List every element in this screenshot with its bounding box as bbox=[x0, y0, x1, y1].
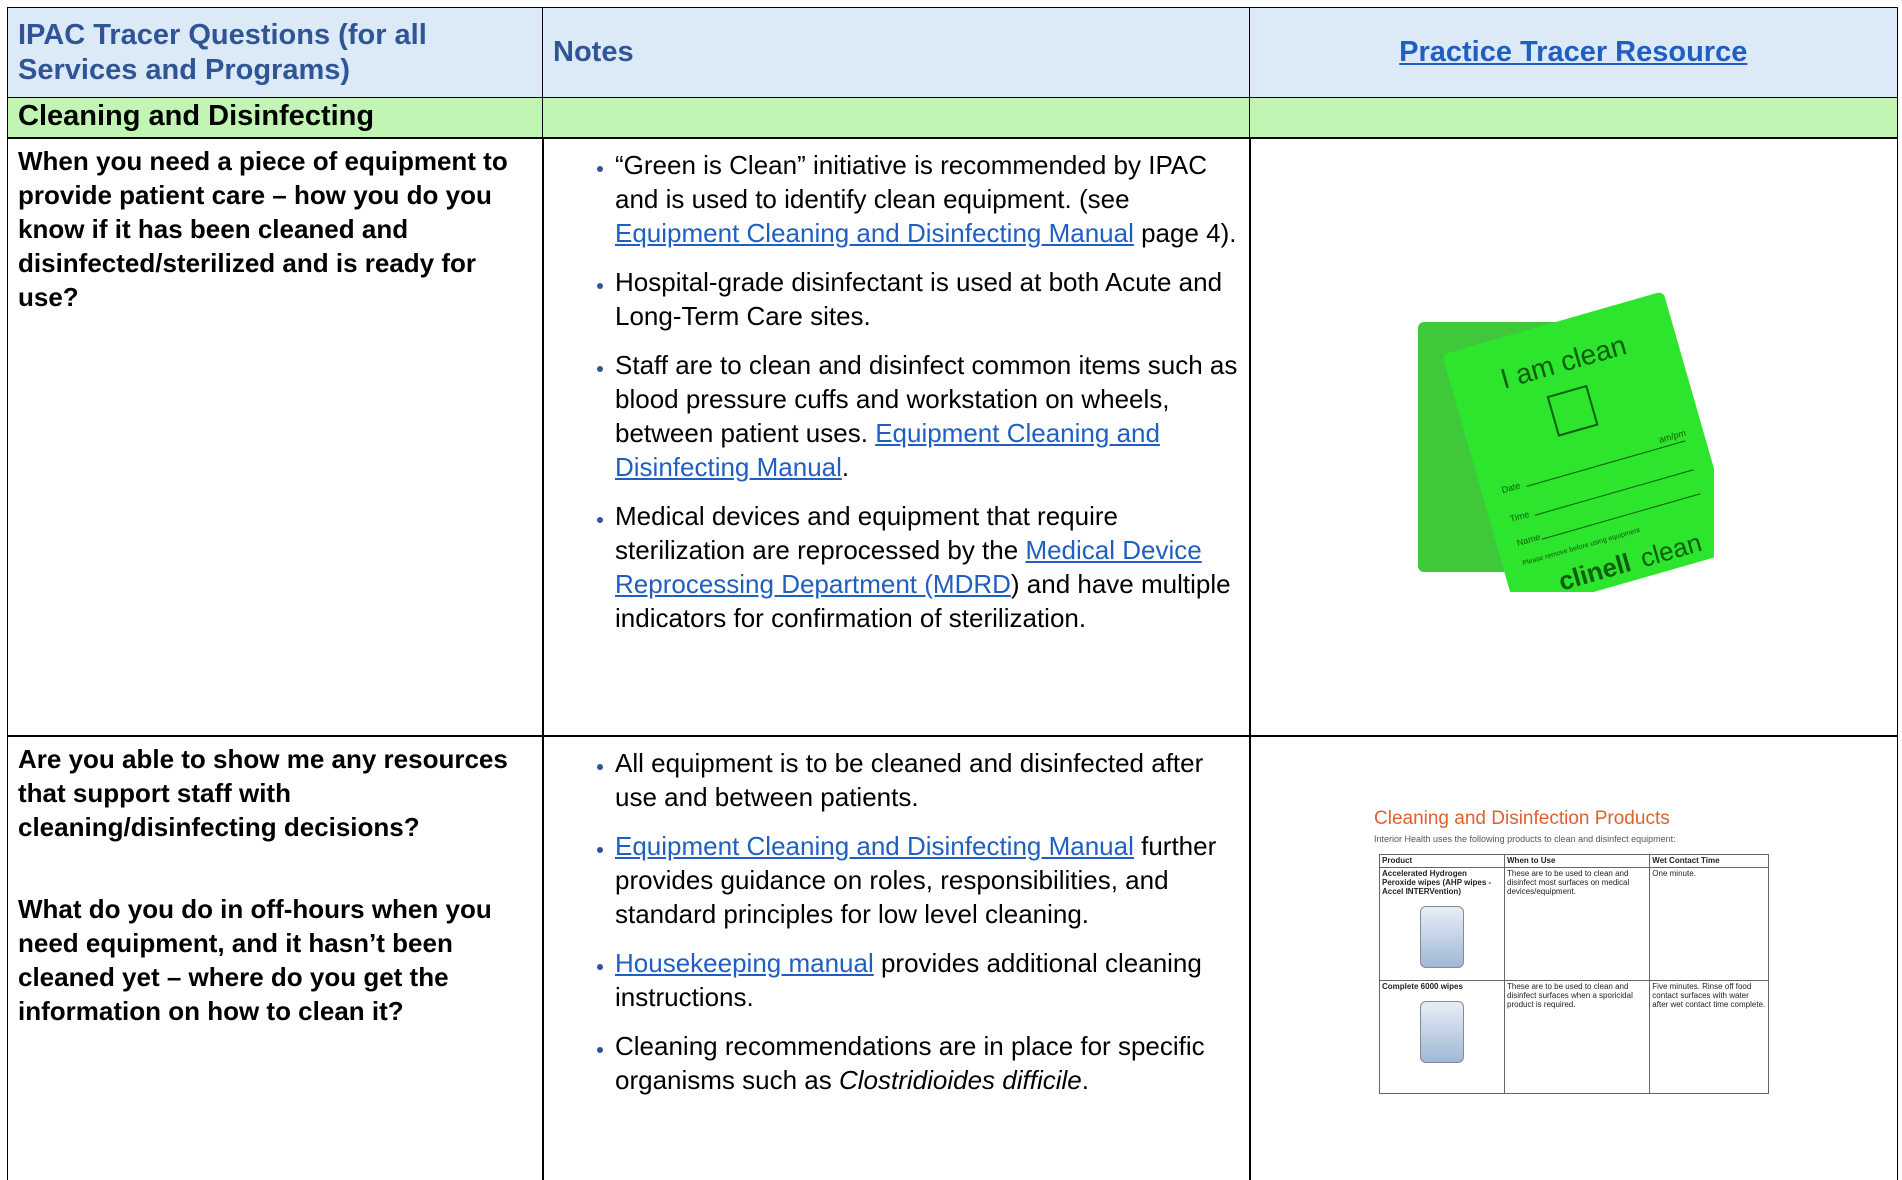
sheet-cell: These are to be used to clean and disinf… bbox=[1503, 867, 1651, 981]
note-item: Staff are to clean and disinfect common … bbox=[615, 348, 1240, 484]
sheet-row: Accelerated Hydrogen Peroxide wipes (AHP… bbox=[1379, 867, 1769, 981]
note-text: . bbox=[841, 452, 850, 482]
question: What do you do in off-hours when you nee… bbox=[18, 894, 492, 1026]
note-item: All equipment is to be cleaned and disin… bbox=[615, 746, 1240, 814]
sheet-row: Product When to Use Wet Contact Time bbox=[1379, 854, 1769, 868]
note-text: provides additional cleaning instruction… bbox=[615, 948, 1202, 1012]
card bbox=[1443, 292, 1714, 592]
note-link[interactable]: Equipment Cleaning and Disinfecting Manu… bbox=[615, 218, 1134, 248]
card-line bbox=[1534, 469, 1694, 516]
note-text: Cleaning recommendations are in place fo… bbox=[615, 1031, 1205, 1095]
product-sheet: Cleaning and Disinfection Products Interi… bbox=[1371, 808, 1771, 1094]
note-text: Clostridioides difficile bbox=[838, 1065, 1082, 1095]
sheet-cell: These are to be used to clean and disinf… bbox=[1503, 980, 1651, 1094]
product-icon bbox=[1420, 906, 1464, 968]
card-box bbox=[1546, 384, 1599, 437]
sheet-title: Cleaning and Disinfection Products bbox=[1374, 808, 1670, 829]
note-item: Medical devices and equipment that requi… bbox=[615, 499, 1240, 635]
note-link[interactable]: Equipment Cleaning and Disinfecting Manu… bbox=[615, 831, 1134, 861]
section-title: Cleaning and Disinfecting bbox=[18, 100, 375, 132]
header-link[interactable]: Practice Tracer Resource bbox=[1399, 36, 1748, 69]
sheet-row: Complete 6000 wipes These are to be used … bbox=[1379, 980, 1769, 1094]
section-cell: Cleaning and Disinfecting bbox=[7, 97, 544, 139]
note-text: Medical devices and equipment that requi… bbox=[615, 501, 1118, 565]
note-text: Staff are to clean and disinfect common … bbox=[615, 350, 1238, 448]
note-link[interactable]: Medical Device Reprocessing Department (… bbox=[615, 535, 1202, 599]
notes-cell: “Green is Clean” initiative is recommend… bbox=[542, 137, 1251, 737]
question: Are you able to show me any resources th… bbox=[18, 744, 508, 842]
note-text: further provides guidance on roles, resp… bbox=[615, 831, 1217, 929]
header-text: Notes bbox=[553, 36, 634, 69]
card-line bbox=[1541, 493, 1701, 540]
question: When you need a piece of equipment to pr… bbox=[18, 146, 508, 312]
note-text: All equipment is to be cleaned and disin… bbox=[615, 748, 1204, 812]
note-item: Housekeeping manual provides additional … bbox=[615, 946, 1240, 1014]
note-text: Hospital-grade disinfectant is used at b… bbox=[615, 267, 1223, 331]
sheet-cell: Accelerated Hydrogen Peroxide wipes (AHP… bbox=[1379, 867, 1505, 981]
note-text: ) and have multiple indicators for confi… bbox=[615, 569, 1231, 633]
sheet-cell: Complete 6000 wipes bbox=[1379, 980, 1505, 1094]
section-cell bbox=[1249, 97, 1898, 139]
header-cell: IPAC Tracer Questions (for all Services … bbox=[7, 7, 544, 99]
notes-list: All equipment is to be cleaned and disin… bbox=[553, 746, 1240, 1097]
sheet-intro: Interior Health uses the following produ… bbox=[1374, 834, 1676, 844]
sheet-header: Wet Contact Time bbox=[1649, 854, 1769, 868]
notes-cell: All equipment is to be cleaned and disin… bbox=[542, 735, 1251, 1180]
product-icon bbox=[1420, 1001, 1464, 1063]
header-cell: Notes bbox=[542, 7, 1251, 99]
note-text: . bbox=[1081, 1065, 1089, 1095]
note-item: Cleaning recommendations are in place fo… bbox=[615, 1029, 1240, 1097]
sheet-header: Product bbox=[1379, 854, 1505, 868]
note-item: Hospital-grade disinfectant is used at b… bbox=[615, 265, 1240, 333]
resource-cell bbox=[1249, 735, 1898, 1180]
resource-cell bbox=[1249, 137, 1898, 737]
note-item: Equipment Cleaning and Disinfecting Manu… bbox=[615, 829, 1240, 931]
sheet-cell: One minute. bbox=[1649, 867, 1769, 981]
note-link[interactable]: Housekeeping manual bbox=[615, 948, 874, 978]
question-cell: When you need a piece of equipment to pr… bbox=[7, 137, 544, 737]
question-cell: Are you able to show me any resources th… bbox=[7, 735, 544, 1180]
sheet-cell: Five minutes. Rinse off food contact sur… bbox=[1649, 980, 1769, 1094]
header-text: IPAC Tracer Questions (for all Services … bbox=[18, 18, 427, 86]
note-item: “Green is Clean” initiative is recommend… bbox=[615, 148, 1240, 250]
card-line bbox=[1526, 440, 1686, 487]
sheet-table: Product When to Use Wet Contact Time Accele… bbox=[1379, 854, 1769, 1094]
header-cell: Practice Tracer Resource bbox=[1249, 7, 1898, 99]
notes-list: “Green is Clean” initiative is recommend… bbox=[553, 148, 1240, 635]
note-text: page 4). bbox=[1133, 218, 1237, 248]
sheet-header: When to Use bbox=[1503, 854, 1651, 868]
note-link[interactable]: Equipment Cleaning and Disinfecting Manu… bbox=[615, 418, 1160, 482]
section-cell bbox=[542, 97, 1251, 139]
note-text: “Green is Clean” initiative is recommend… bbox=[615, 150, 1207, 214]
